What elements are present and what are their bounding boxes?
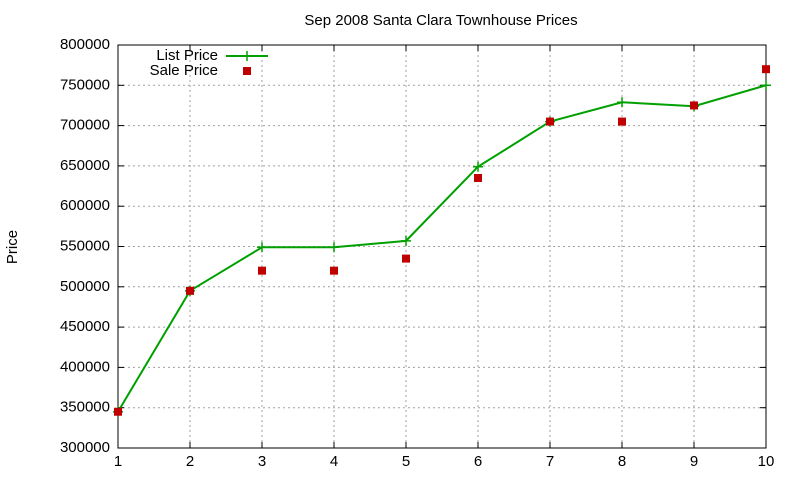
y-tick-label: 450000 — [60, 318, 110, 335]
y-tick-label: 550000 — [60, 237, 110, 254]
point — [618, 117, 626, 126]
point — [762, 65, 770, 74]
x-tick-label: 5 — [402, 453, 410, 470]
point — [761, 80, 771, 91]
x-tick-label: 2 — [186, 453, 194, 470]
y-tick-label: 650000 — [60, 157, 110, 174]
point — [474, 173, 482, 182]
point — [690, 101, 698, 110]
y-tick-label: 300000 — [60, 439, 110, 456]
series-line — [117, 84, 767, 413]
y-tick-label: 350000 — [60, 399, 110, 416]
y-axis-label: Price — [4, 230, 21, 264]
point — [401, 235, 411, 246]
point — [546, 117, 554, 126]
point — [617, 97, 627, 108]
y-tick-label: 600000 — [60, 197, 110, 214]
point — [329, 242, 339, 253]
y-tick-label: 800000 — [60, 36, 110, 53]
point — [473, 161, 483, 172]
legend-symbol — [243, 67, 251, 75]
y-tick-label: 400000 — [60, 358, 110, 375]
point — [257, 242, 267, 253]
x-tick-label: 10 — [758, 453, 775, 470]
x-tick-label: 1 — [114, 453, 122, 470]
x-tick-label: 9 — [690, 453, 698, 470]
x-tick-label: 8 — [618, 453, 626, 470]
plot-border — [117, 44, 767, 449]
x-tick-label: 3 — [258, 453, 266, 470]
y-tick-label: 700000 — [60, 117, 110, 134]
chart-title: Sep 2008 Santa Clara Townhouse Prices — [304, 12, 577, 29]
point — [258, 266, 266, 275]
x-tick-label: 4 — [330, 453, 338, 470]
y-tick-label: 750000 — [60, 76, 110, 93]
x-tick-label: 7 — [546, 453, 554, 470]
legend-label: List Price — [156, 47, 218, 64]
point — [114, 407, 122, 416]
point — [402, 254, 410, 263]
point — [330, 266, 338, 275]
legend-symbol — [242, 51, 252, 61]
point — [186, 286, 194, 295]
x-tick-label: 6 — [474, 453, 482, 470]
legend-label: Sale Price — [150, 62, 218, 79]
y-tick-label: 500000 — [60, 278, 110, 295]
